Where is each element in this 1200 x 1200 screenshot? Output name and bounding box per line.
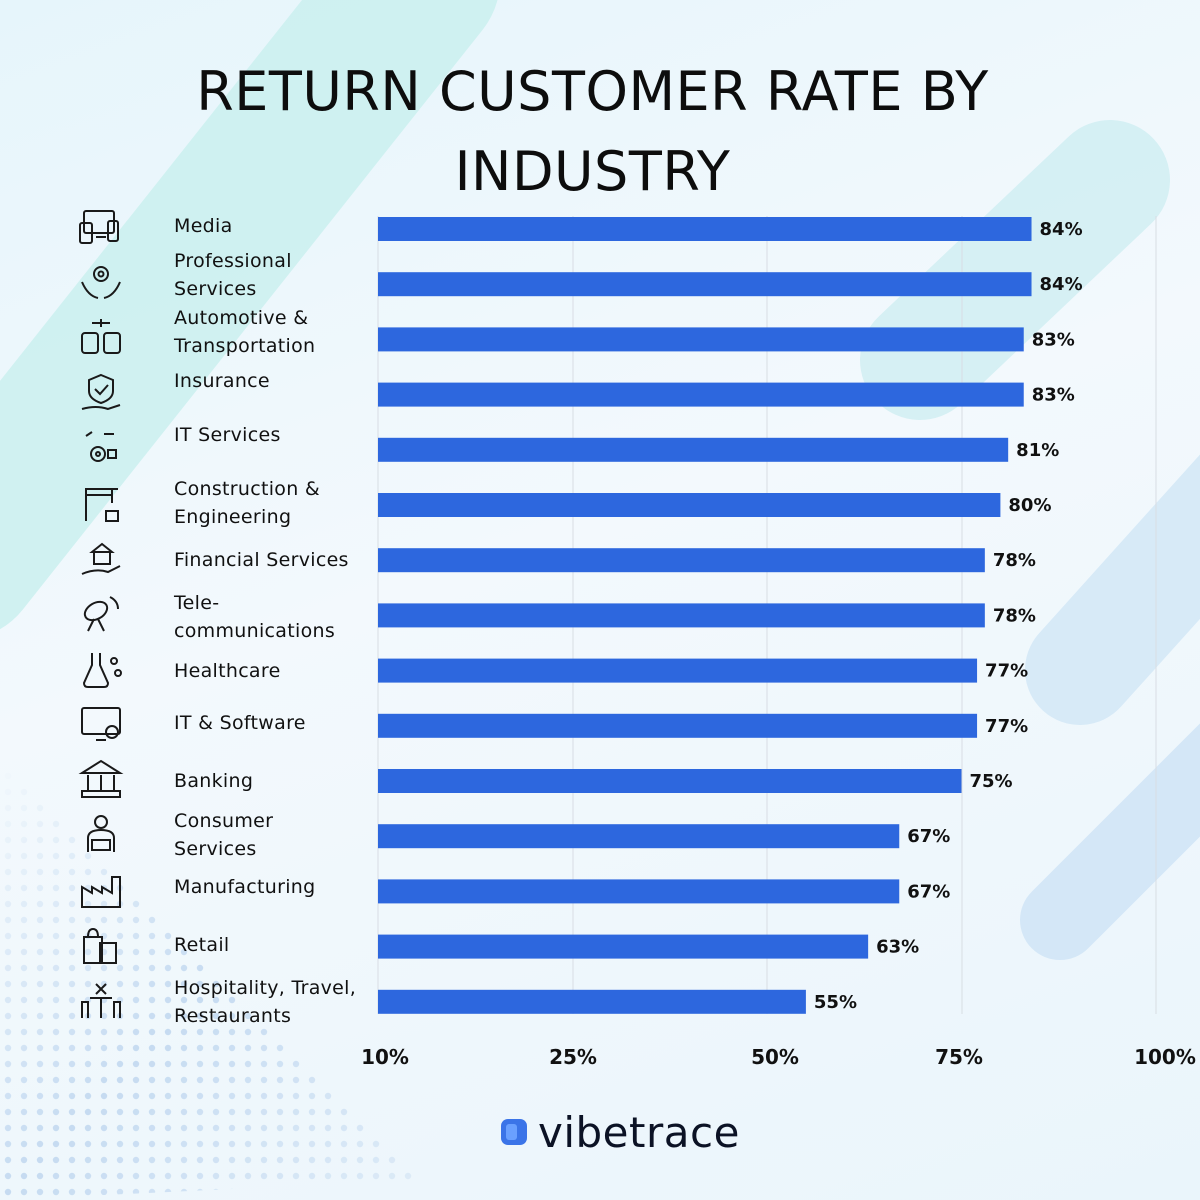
value-label: 78% [993,550,1036,571]
category-label: Hospitality, Travel, Restaurants [174,974,374,1030]
satellite-dish-icon [76,590,126,636]
category-label: Consumer Services [174,807,374,863]
vehicles-icon [76,314,126,360]
category-label: Media [174,212,374,240]
title-line-1: RETURN CUSTOMER RATE BY [196,60,989,123]
title-line-2: INDUSTRY [454,140,731,203]
category-label-line: Hospitality, Travel, [174,977,357,999]
bar [378,382,1024,407]
category-label: Financial Services [174,546,374,574]
x-tick-label: 50% [751,1045,799,1069]
bar [378,603,985,628]
x-tick-label: 10% [361,1045,409,1069]
category-label: Automotive & Transportation [174,304,374,360]
hand-bank-icon [76,535,126,581]
value-label: 77% [985,661,1028,682]
category-label-line: Construction & [174,478,321,500]
category-label: Tele-communications [174,589,374,645]
value-label: 63% [876,937,919,958]
value-label: 75% [970,771,1013,792]
category-label: Professional Services [174,247,374,303]
category-label-line: Media [174,215,233,237]
bar [378,769,962,793]
category-label-line: Banking [174,770,254,792]
bar [378,437,1009,462]
x-tick-label: 75% [935,1045,983,1069]
category-label-line: IT & Software [174,712,306,734]
category-label: Banking [174,767,374,795]
factory-icon [76,866,126,912]
category-label-line: Tele- [174,592,220,614]
brand-name: vibetrace [538,1107,740,1157]
value-label: 83% [1032,329,1075,350]
category-label-line: Automotive & [174,307,309,329]
category-label-line: Financial Services [174,549,349,571]
category-label-line: Engineering [174,506,292,528]
category-label-line: Retail [174,934,230,956]
category-label: Retail [174,931,374,959]
value-label: 80% [1008,495,1051,516]
category-label-line: Insurance [174,370,270,392]
chart-title: RETURN CUSTOMER RATE BY INDUSTRY [0,52,1185,212]
category-label-line: Consumer [174,810,274,832]
x-tick-label: 25% [549,1045,597,1069]
bar [378,879,900,904]
devices-icon [76,204,126,250]
table-chairs-icon [76,977,126,1023]
bar [378,548,985,573]
bar [378,658,978,683]
category-label: Manufacturing [174,873,374,901]
category-label: Construction & Engineering [174,475,374,531]
bar [378,934,869,959]
vibetrace-logo-icon [501,1119,527,1145]
category-label: Healthcare [174,657,374,685]
bar [378,327,1024,352]
bar [378,272,1032,297]
value-label: 77% [985,716,1028,737]
shopper-basket-icon [76,811,126,857]
bar [378,217,1032,241]
value-label: 55% [814,992,857,1013]
category-label-line: Manufacturing [174,876,316,898]
category-label-line: IT Services [174,424,281,446]
flask-molecule-icon [76,646,126,692]
bar [378,713,978,738]
it-services-icon [76,425,126,471]
category-label-line: communications [174,620,336,642]
monitor-tools-icon [76,701,126,747]
shield-hand-icon [76,370,126,416]
value-label: 83% [1032,385,1075,406]
value-label: 81% [1016,440,1059,461]
value-label: 67% [907,826,950,847]
category-label-line: Restaurants [174,1005,292,1027]
value-label: 78% [993,605,1036,626]
category-label-line: Services [174,278,257,300]
value-label: 84% [1040,274,1083,295]
category-label-line: Transportation [174,335,316,357]
bar [378,493,1001,517]
x-tick-label: 100% [1134,1045,1196,1069]
brand-logo: vibetrace [500,1104,740,1160]
bar [378,824,900,849]
shopping-bags-icon [76,922,126,968]
value-label: 67% [907,881,950,902]
bank-building-icon [76,756,126,802]
crane-icon [76,480,126,526]
category-label: Insurance [174,367,374,395]
hands-gear-icon [76,259,126,305]
category-label-line: Services [174,838,257,860]
category-label-line: Professional [174,250,292,272]
bar [378,989,806,1014]
category-label: IT Services [174,421,374,449]
category-label-line: Healthcare [174,660,281,682]
value-label: 84% [1040,219,1083,240]
category-label: IT & Software [174,709,374,737]
